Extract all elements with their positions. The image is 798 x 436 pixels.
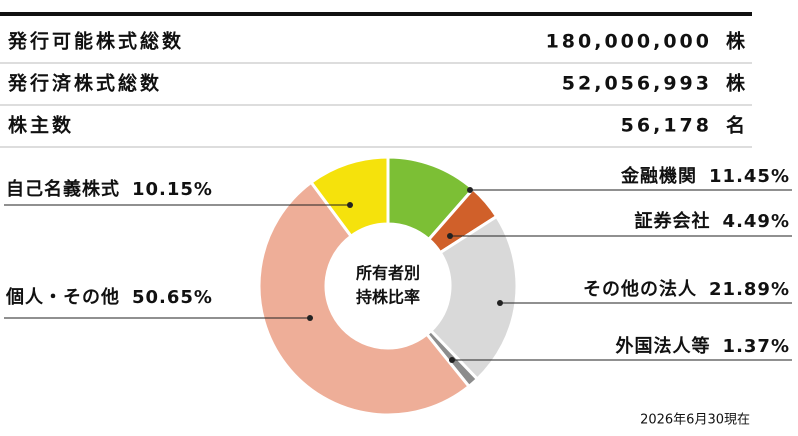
row-value: 180,000,000 <box>546 31 712 53</box>
row-value: 56,178 <box>621 115 712 137</box>
value-label: 21.89% <box>709 279 790 300</box>
row-unit: 名 <box>726 114 748 137</box>
leader-dot <box>307 315 313 321</box>
leader-dot <box>497 300 503 306</box>
row-value: 52,056,993 <box>562 73 712 95</box>
leader-dot <box>447 233 453 239</box>
category-name: 外国法人等 <box>616 335 711 357</box>
value-label: 1.37% <box>723 336 790 357</box>
slice-label: 自己名義株式 10.15% <box>6 178 213 200</box>
date-note: 2026年6月30現在 <box>640 413 750 428</box>
slice <box>309 155 390 239</box>
category-name: その他の法人 <box>583 278 697 300</box>
value-label: 50.65% <box>132 287 213 308</box>
slice-label: 外国法人等 1.37% <box>616 335 790 357</box>
slice <box>257 180 472 417</box>
slice-label: その他の法人 21.89% <box>583 278 790 300</box>
leader-dot <box>467 187 473 193</box>
leader-dot <box>449 357 455 363</box>
slice-label: 金融機関 11.45% <box>620 165 790 187</box>
row-label: 発行可能株式総数 <box>7 30 184 53</box>
category-name: 金融機関 <box>620 165 697 187</box>
center-label: 所有者別 <box>356 264 420 283</box>
row-unit: 株 <box>726 30 748 53</box>
category-name: 自己名義株式 <box>6 178 120 200</box>
center-label: 持株比率 <box>356 288 420 307</box>
row-unit: 株 <box>726 72 748 95</box>
value-label: 10.15% <box>132 179 213 200</box>
value-label: 4.49% <box>723 211 790 232</box>
slice <box>428 214 519 382</box>
value-label: 11.45% <box>709 166 790 187</box>
row-label: 株主数 <box>8 114 74 137</box>
category-name: 証券会社 <box>635 210 711 232</box>
slice-label: 個人・その他 50.65% <box>5 286 213 308</box>
row-label: 発行済株式総数 <box>7 72 162 95</box>
leader-dot <box>347 202 353 208</box>
slice-label: 証券会社 4.49% <box>635 210 790 232</box>
category-name: 個人・その他 <box>5 286 120 308</box>
